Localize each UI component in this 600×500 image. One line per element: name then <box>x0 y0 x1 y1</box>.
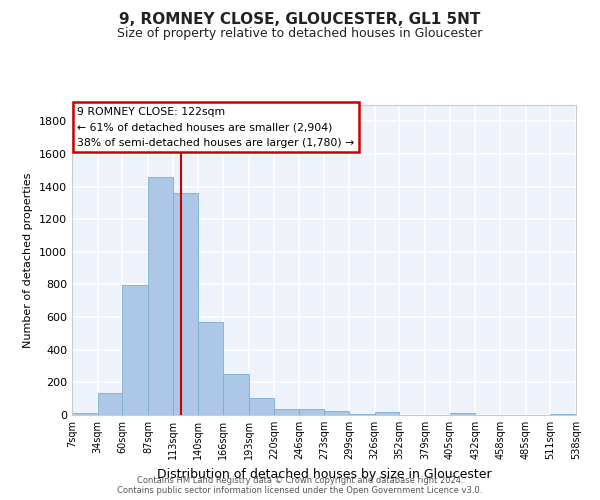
Text: Size of property relative to detached houses in Gloucester: Size of property relative to detached ho… <box>118 28 482 40</box>
X-axis label: Distribution of detached houses by size in Gloucester: Distribution of detached houses by size … <box>157 468 491 480</box>
Bar <box>274 410 299 415</box>
Bar <box>98 393 122 415</box>
Bar <box>248 398 274 415</box>
Bar <box>148 177 173 415</box>
Text: 9, ROMNEY CLOSE, GLOUCESTER, GL1 5NT: 9, ROMNEY CLOSE, GLOUCESTER, GL1 5NT <box>119 12 481 28</box>
Bar <box>223 374 248 415</box>
Bar <box>325 412 349 415</box>
Text: Contains public sector information licensed under the Open Government Licence v3: Contains public sector information licen… <box>118 486 482 495</box>
Bar <box>122 286 148 415</box>
Bar <box>349 414 375 415</box>
Bar <box>299 410 325 415</box>
Bar <box>550 414 576 415</box>
Bar <box>173 193 198 415</box>
Y-axis label: Number of detached properties: Number of detached properties <box>23 172 34 348</box>
Text: Contains HM Land Registry data © Crown copyright and database right 2024.: Contains HM Land Registry data © Crown c… <box>137 476 463 485</box>
Text: 9 ROMNEY CLOSE: 122sqm
← 61% of detached houses are smaller (2,904)
38% of semi-: 9 ROMNEY CLOSE: 122sqm ← 61% of detached… <box>77 106 354 148</box>
Bar <box>72 412 98 415</box>
Bar <box>450 413 475 415</box>
Bar <box>198 322 223 415</box>
Bar <box>375 412 400 415</box>
